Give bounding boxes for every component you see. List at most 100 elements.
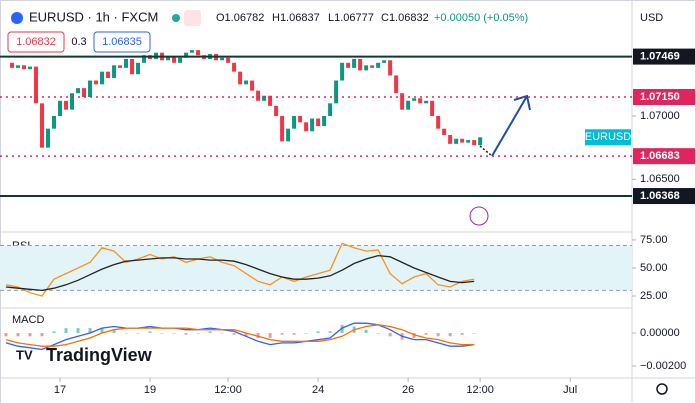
symbol[interactable]: EURUSD · 1h · FXCM [29,9,158,24]
candle-body [226,57,231,63]
candle-body [466,140,471,143]
candle-body [418,98,423,104]
histogram-bar [304,333,308,334]
candle-body [166,56,171,61]
y-tick-label: 25.00 [640,290,668,302]
brand-mark: TV [16,347,33,362]
candle-body [136,62,141,75]
arrow-head [513,94,531,111]
histogram-bar [208,331,212,334]
histogram-bar [436,333,440,337]
histogram-bar [112,329,116,334]
event-icon[interactable] [469,206,489,226]
candle-body [22,65,27,70]
histogram-bar [160,333,164,334]
candle-body [88,80,93,97]
histogram-bar [268,333,272,338]
level-label: 1.07150 [640,91,680,103]
close: C1.06832 [381,12,429,24]
histogram-bar [376,333,380,334]
candle-body [286,128,291,142]
indicator-line [5,322,475,351]
indicator-line [5,242,475,297]
buy-button[interactable] [93,31,151,53]
market-status [172,14,180,22]
x-tick-label: 24 [312,384,324,396]
change: +0.00050 (+0.05%) [434,12,528,24]
level-tag [633,188,695,205]
candle-body [322,116,327,127]
candle-body [400,93,405,110]
candle-body [16,65,21,68]
candle-body [142,55,147,63]
histogram-bar [4,333,8,337]
candle-body [190,50,195,53]
candle-body [250,80,255,91]
candle-body [124,59,129,68]
currency[interactable]: USD [640,12,663,24]
candle-body [328,103,333,116]
sell-button[interactable] [7,31,65,53]
candle-body [244,80,249,85]
histogram-bar [88,328,92,334]
candle-body [46,128,51,148]
projection-dots [479,145,493,157]
candle-body [268,95,273,106]
candle-body [316,118,321,127]
candle-body [94,80,99,85]
candle-body [70,93,75,110]
sell-price[interactable]: 1.06832 [16,36,56,48]
y-tick-label: 1.07000 [640,110,680,122]
candle-body [34,66,39,104]
candle-body [58,100,63,116]
indicator-line [5,324,475,347]
candle-body [76,88,81,94]
alert-icon [184,10,201,26]
candle-body [220,57,225,61]
histogram-bar [280,333,284,335]
histogram-bar [220,333,224,334]
histogram-bar [196,333,200,334]
candle-body [130,59,135,75]
x-tick-label: 19 [144,384,156,396]
y-tick-label: 1.06500 [640,173,680,185]
histogram-bar [448,333,452,337]
candle-body [340,62,345,81]
indicator-line [5,254,475,292]
candle-body [454,138,459,144]
settings-icon[interactable] [656,383,668,395]
high: H1.06837 [272,12,320,24]
candle-body [172,56,177,63]
candle-body [112,65,117,78]
histogram-bar [40,333,44,337]
histogram-bar [232,333,236,335]
candle-body [238,71,243,85]
histogram-bar [316,331,320,334]
candle-body [430,100,435,116]
candle-body [352,59,357,68]
brand: TradingView [46,345,153,365]
level-tag [633,148,695,165]
candle-body [436,116,441,129]
x-tick-label: 12:00 [214,384,242,396]
histogram-bar [184,333,188,335]
histogram-bar [172,333,176,334]
candle-body [178,57,183,63]
histogram-bar [64,328,68,334]
symbol-tag-label: EURUSD [585,131,632,143]
buy-price[interactable]: 1.06835 [102,36,142,48]
histogram-bar [76,328,80,334]
projection-arrow [491,95,528,157]
candle-body [184,52,189,58]
y-tick-label: 50.00 [640,262,668,274]
x-tick-label: 26 [402,384,414,396]
candle-body [310,118,315,132]
candle-body [280,116,285,142]
candle-body [460,138,465,143]
candle-body [298,116,303,123]
histogram-bar [412,333,416,338]
candle-body [382,60,387,63]
level-label: 1.06368 [640,190,680,202]
